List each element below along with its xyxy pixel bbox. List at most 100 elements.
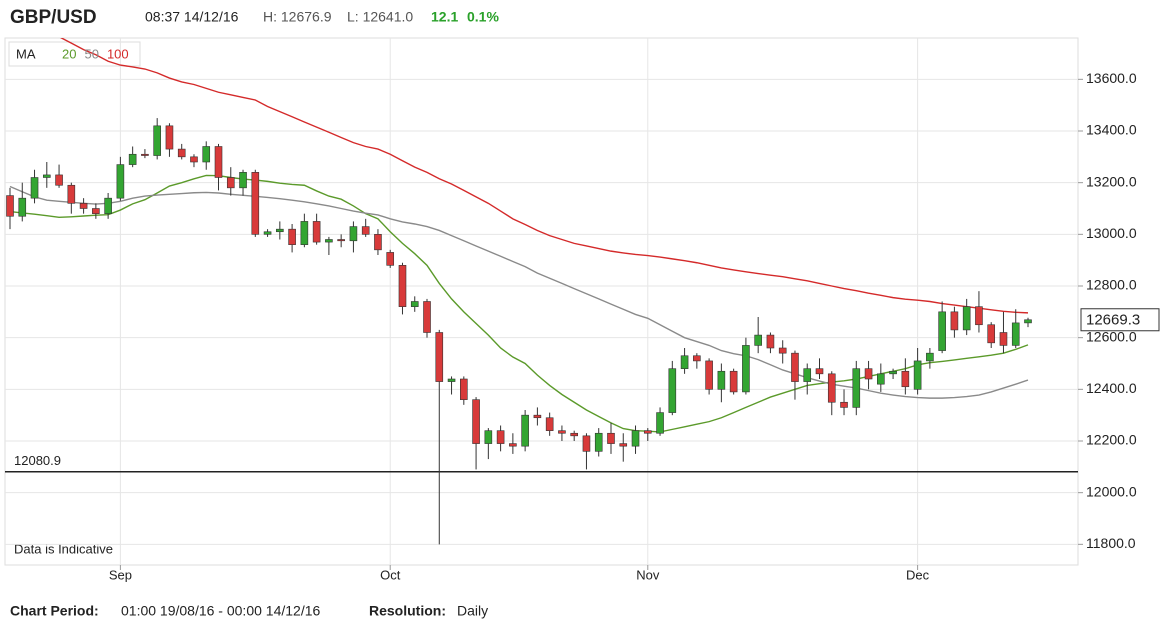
candle-body	[374, 234, 382, 251]
candle-body	[864, 368, 873, 380]
candle-body	[141, 153, 149, 156]
change: 12.1	[431, 9, 458, 25]
y-tick-label: 12400.0	[1086, 380, 1137, 396]
x-tick-label: Dec	[906, 567, 930, 582]
candle-body	[950, 311, 959, 331]
y-tick-label: 12200.0	[1086, 432, 1137, 448]
candle-body	[582, 435, 591, 452]
plot	[6, 38, 1032, 545]
reference-label: 12080.9	[14, 453, 61, 468]
legend-box	[8, 41, 141, 67]
x-tick-label: Oct	[380, 567, 401, 582]
candle-body	[300, 221, 309, 245]
candle-body	[165, 125, 174, 150]
candle-body	[104, 197, 112, 214]
candle-body	[827, 373, 836, 403]
candle-body	[177, 148, 186, 158]
candle-body	[778, 347, 787, 354]
candle-body	[840, 401, 848, 408]
legend-title: MA	[16, 46, 36, 61]
low-text: L: 12641.0	[347, 9, 413, 25]
ma-line	[9, 174, 1029, 433]
candle-body	[251, 172, 260, 235]
legend-label: 100	[107, 46, 129, 61]
x-tick-label: Sep	[109, 567, 132, 582]
candle-body	[55, 174, 63, 186]
period-label: Chart Period:	[10, 603, 99, 619]
y-tick-label: 12600.0	[1086, 328, 1137, 344]
candle-body	[987, 324, 996, 344]
candle-body	[521, 414, 529, 447]
candle-body	[288, 228, 296, 245]
last-price-box	[1080, 308, 1160, 332]
candle-body	[852, 368, 861, 408]
candle-body	[447, 378, 456, 382]
candle-body	[42, 174, 51, 178]
candle-body	[6, 195, 14, 217]
candle-body	[484, 430, 493, 444]
legend-label: 50	[84, 46, 98, 61]
candle-body	[766, 334, 775, 349]
y-tick-label: 13000.0	[1086, 225, 1137, 241]
timestamp: 08:37 14/12/16	[145, 9, 239, 25]
candle-body	[312, 221, 321, 243]
candle-body	[190, 156, 198, 163]
candle-body	[18, 197, 27, 217]
change-pct: 0.1%	[467, 9, 499, 25]
resolution-label: Resolution:	[369, 603, 446, 619]
candle-body	[153, 125, 161, 156]
candle-body	[79, 203, 88, 209]
candle-body	[643, 430, 652, 434]
candle-body	[361, 226, 370, 235]
candle-body	[386, 252, 395, 266]
candle-body	[460, 378, 468, 400]
legend-label: 20	[62, 46, 76, 61]
candle-body	[742, 345, 750, 393]
candle-body	[729, 370, 738, 393]
candle-body	[975, 306, 983, 326]
candle-body	[128, 153, 137, 165]
candle-body	[202, 146, 211, 163]
candle-body	[263, 231, 272, 235]
y-tick-label: 12000.0	[1086, 483, 1137, 499]
candle-body	[999, 332, 1008, 346]
candle-body	[693, 355, 701, 362]
high-text: H: 12676.9	[263, 9, 332, 25]
chart-title: GBP/USD	[10, 7, 97, 28]
candle-body	[926, 352, 934, 362]
candle-body	[276, 228, 284, 233]
candle-body	[619, 443, 628, 447]
candle-body	[558, 430, 566, 434]
candle-body	[472, 399, 480, 444]
y-tick-label: 11800.0	[1086, 535, 1136, 551]
y-tick-label: 13200.0	[1086, 173, 1137, 189]
candle-body	[877, 373, 885, 385]
candle-body	[705, 360, 713, 390]
plot-frame	[4, 37, 1079, 566]
candle-body	[631, 430, 640, 447]
candle-body	[1024, 319, 1032, 324]
x-tick-label: Nov	[636, 567, 660, 582]
candle-body	[791, 352, 799, 382]
candle-body	[435, 332, 444, 382]
candle-body	[410, 301, 419, 307]
candle-body	[496, 430, 505, 444]
candle-body	[607, 432, 615, 444]
candle-body	[962, 306, 971, 331]
candle-body	[398, 265, 407, 307]
y-tick-label: 12800.0	[1086, 277, 1137, 293]
candle-body	[545, 417, 554, 431]
candle-body	[803, 368, 812, 382]
candle-body	[509, 443, 517, 447]
candle-body	[913, 360, 922, 390]
candle-body	[533, 414, 542, 419]
y-tick-label: 13400.0	[1086, 122, 1137, 138]
candle-body	[226, 177, 235, 189]
candle-body	[116, 164, 125, 199]
candle-body	[938, 311, 946, 351]
candle-body	[656, 412, 664, 434]
candle-body	[67, 184, 76, 204]
resolution: Daily	[457, 603, 488, 619]
y-tick-label: 13600.0	[1086, 70, 1137, 86]
candle-body	[668, 368, 677, 413]
